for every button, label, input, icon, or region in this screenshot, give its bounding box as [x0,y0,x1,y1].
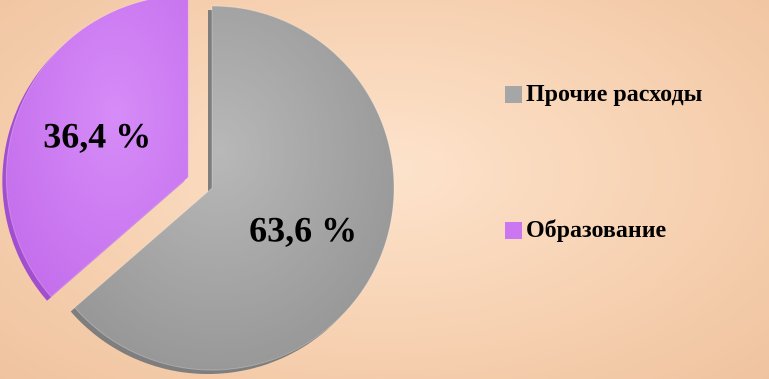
legend-label-other-expenses: Прочие расходы [526,81,703,107]
legend-label-education: Образование [526,217,667,243]
legend-item-education: Образование [505,217,666,244]
legend-item-other-expenses: Прочие расходы [505,81,702,108]
legend-swatch-other-expenses [505,86,522,103]
slice-label-education: 36,4 % [43,116,151,156]
pie-slice-other-expenses [74,5,395,371]
pie-slice-education [5,0,189,298]
slice-label-other-expenses: 63,6 % [249,209,357,249]
legend-swatch-education [505,222,522,239]
chart-legend: Прочие расходы Образование [505,0,767,379]
